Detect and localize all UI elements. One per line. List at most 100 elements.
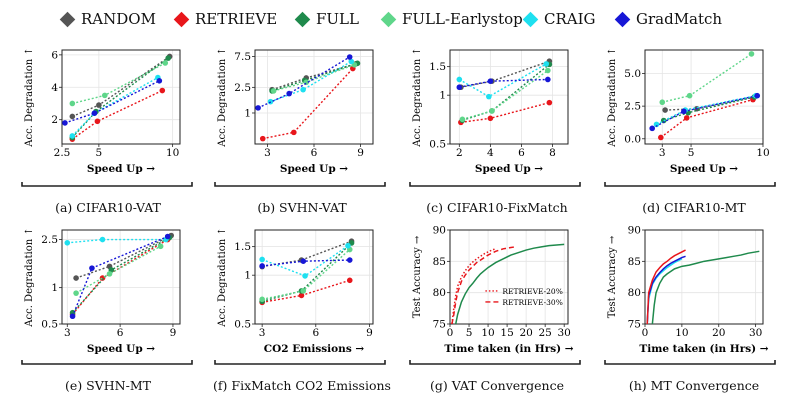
series-line-random bbox=[72, 55, 171, 118]
series-line-full bbox=[462, 63, 550, 121]
x-tick-label: 3 bbox=[659, 147, 666, 159]
x-tick-label: 5 bbox=[688, 147, 695, 159]
caption-bracket bbox=[409, 182, 581, 187]
x-tick-label: 9 bbox=[170, 327, 177, 339]
legend-item-random: RANDOM bbox=[59, 10, 156, 28]
point-full-earlystop bbox=[73, 290, 79, 296]
y-axis-label: Acc. Degradation ↑ bbox=[412, 47, 423, 147]
y-tick-label: 2.5 bbox=[624, 101, 641, 113]
point-full-earlystop bbox=[106, 271, 113, 277]
point-full-earlystop bbox=[459, 116, 466, 123]
x-tick-label: 6 bbox=[117, 327, 124, 339]
annotation-label: RETRIEVE-20% bbox=[502, 287, 562, 296]
series-line-gradmatch bbox=[257, 56, 351, 109]
point-gradmatch bbox=[164, 233, 171, 240]
y-tick-label: 90 bbox=[628, 225, 641, 237]
point-gradmatch bbox=[346, 257, 353, 263]
point-full bbox=[165, 55, 171, 61]
series-line-full-earlystop bbox=[75, 245, 161, 294]
point-full-earlystop bbox=[162, 60, 169, 66]
x-tick-label: 3 bbox=[259, 327, 266, 339]
x-tick-label: 10 bbox=[481, 327, 494, 339]
panel-2: 3 6 9 1 2.5 7.5 Speed Up → Acc. Degradation ↑ bbox=[214, 47, 386, 187]
y-axis-label: Acc. Degradation ↑ bbox=[24, 227, 35, 327]
point-gradmatch bbox=[91, 110, 98, 117]
y-tick-label: 5.0 bbox=[624, 68, 641, 80]
point-gradmatch bbox=[259, 263, 265, 269]
caption-f: (f) FixMatch CO2 Emissions bbox=[213, 378, 391, 393]
x-axis-label: Speed Up → bbox=[670, 163, 738, 175]
series-line-retrieve bbox=[72, 238, 169, 315]
x-tick-label: 0 bbox=[447, 327, 454, 339]
point-full-earlystop bbox=[69, 100, 76, 107]
caption-bracket bbox=[21, 182, 193, 187]
x-tick-label: 25 bbox=[538, 327, 551, 339]
point-gradmatch bbox=[456, 84, 463, 91]
point-random bbox=[96, 102, 102, 108]
series-line-gradmatch bbox=[71, 235, 168, 317]
caption-bracket bbox=[214, 182, 386, 187]
plot-area-5 bbox=[64, 232, 174, 320]
x-tick-label: 5 bbox=[466, 327, 473, 339]
legend-label-full-earlystop: FULL-Earlystop bbox=[402, 10, 523, 28]
series-line-random bbox=[262, 240, 352, 268]
caption-g: (g) VAT Convergence bbox=[430, 378, 564, 393]
y-axis-label: Acc. Degradation ↑ bbox=[217, 227, 228, 327]
point-random bbox=[73, 275, 79, 281]
x-tick-label: 20 bbox=[712, 327, 725, 339]
point-random bbox=[69, 113, 76, 120]
series-line-craig bbox=[67, 238, 166, 244]
point-full-earlystop bbox=[748, 51, 755, 57]
y-tick-label: 85 bbox=[433, 256, 446, 268]
series-line-full-earlystop bbox=[462, 69, 549, 120]
point-retrieve bbox=[159, 87, 166, 94]
panel-5: 3 6 9 0.5 1 2.5 Speed Up → Acc. Degradation ↑ bbox=[21, 227, 193, 365]
y-tick-label: 1.5 bbox=[429, 61, 446, 73]
series-line-retrieve bbox=[460, 101, 550, 124]
x-tick-label: 15 bbox=[500, 327, 513, 339]
plot-frame-8 bbox=[644, 229, 764, 325]
point-gradmatch bbox=[69, 313, 76, 320]
x-tick-label: 30 bbox=[749, 327, 762, 339]
point-full-earlystop bbox=[545, 67, 551, 74]
series-line-retrieve bbox=[660, 98, 754, 139]
point-gradmatch bbox=[346, 54, 353, 60]
caption-h: (h) MT Convergence bbox=[628, 378, 760, 393]
series-line-craig bbox=[270, 60, 352, 103]
point-full-earlystop bbox=[489, 108, 495, 114]
curve-full bbox=[651, 250, 760, 324]
caption-c: (c) CIFAR10-FixMatch bbox=[426, 200, 568, 215]
caption-e: (e) SVHN-MT bbox=[65, 378, 151, 393]
legend-item-gradmatch: GradMatch bbox=[614, 10, 722, 28]
panel-7: 0 5 10 15 20 25 30 75 80 85 90 Time taken (in Hrs) … bbox=[409, 225, 581, 365]
y-tick-label: 0.5 bbox=[429, 139, 446, 151]
legend-label-retrieve: RETRIEVE bbox=[195, 10, 278, 28]
point-full-earlystop bbox=[157, 243, 164, 250]
y-tick-label: 75 bbox=[433, 319, 446, 331]
point-retrieve bbox=[291, 129, 297, 136]
y-tick-label: 6 bbox=[51, 49, 58, 61]
point-gradmatch bbox=[754, 92, 761, 99]
x-axis-label: CO2 Emissions → bbox=[264, 343, 365, 355]
x-axis-label: Speed Up → bbox=[475, 163, 543, 175]
x-tick-label: 5 bbox=[96, 147, 103, 159]
x-tick-label: 9 bbox=[357, 147, 364, 159]
panel-6: 3 6 9 0.5 1 1.5 CO2 Emissions → Acc. Degradatio… bbox=[214, 227, 386, 365]
y-axis-label: Acc. Degradation ↑ bbox=[217, 47, 228, 147]
y-tick-label: 2.5 bbox=[41, 234, 58, 246]
series-line-craig bbox=[71, 76, 159, 137]
legend-label-full: FULL bbox=[316, 10, 359, 28]
y-tick-label: 80 bbox=[628, 287, 641, 299]
point-full-earlystop bbox=[659, 99, 666, 106]
legend-item-full: FULL bbox=[294, 10, 359, 28]
point-retrieve bbox=[546, 99, 553, 106]
caption-bracket bbox=[604, 182, 776, 187]
y-tick-label: 90 bbox=[433, 225, 446, 237]
curve-retrieve-30- bbox=[451, 246, 515, 324]
x-tick-label: 30 bbox=[558, 327, 571, 339]
y-tick-label: 75 bbox=[628, 319, 641, 331]
plot-area-8 bbox=[646, 249, 760, 324]
x-tick-label: 10 bbox=[756, 147, 769, 159]
plot-frame-3 bbox=[449, 49, 569, 145]
y-tick-label: 0.5 bbox=[234, 319, 251, 331]
